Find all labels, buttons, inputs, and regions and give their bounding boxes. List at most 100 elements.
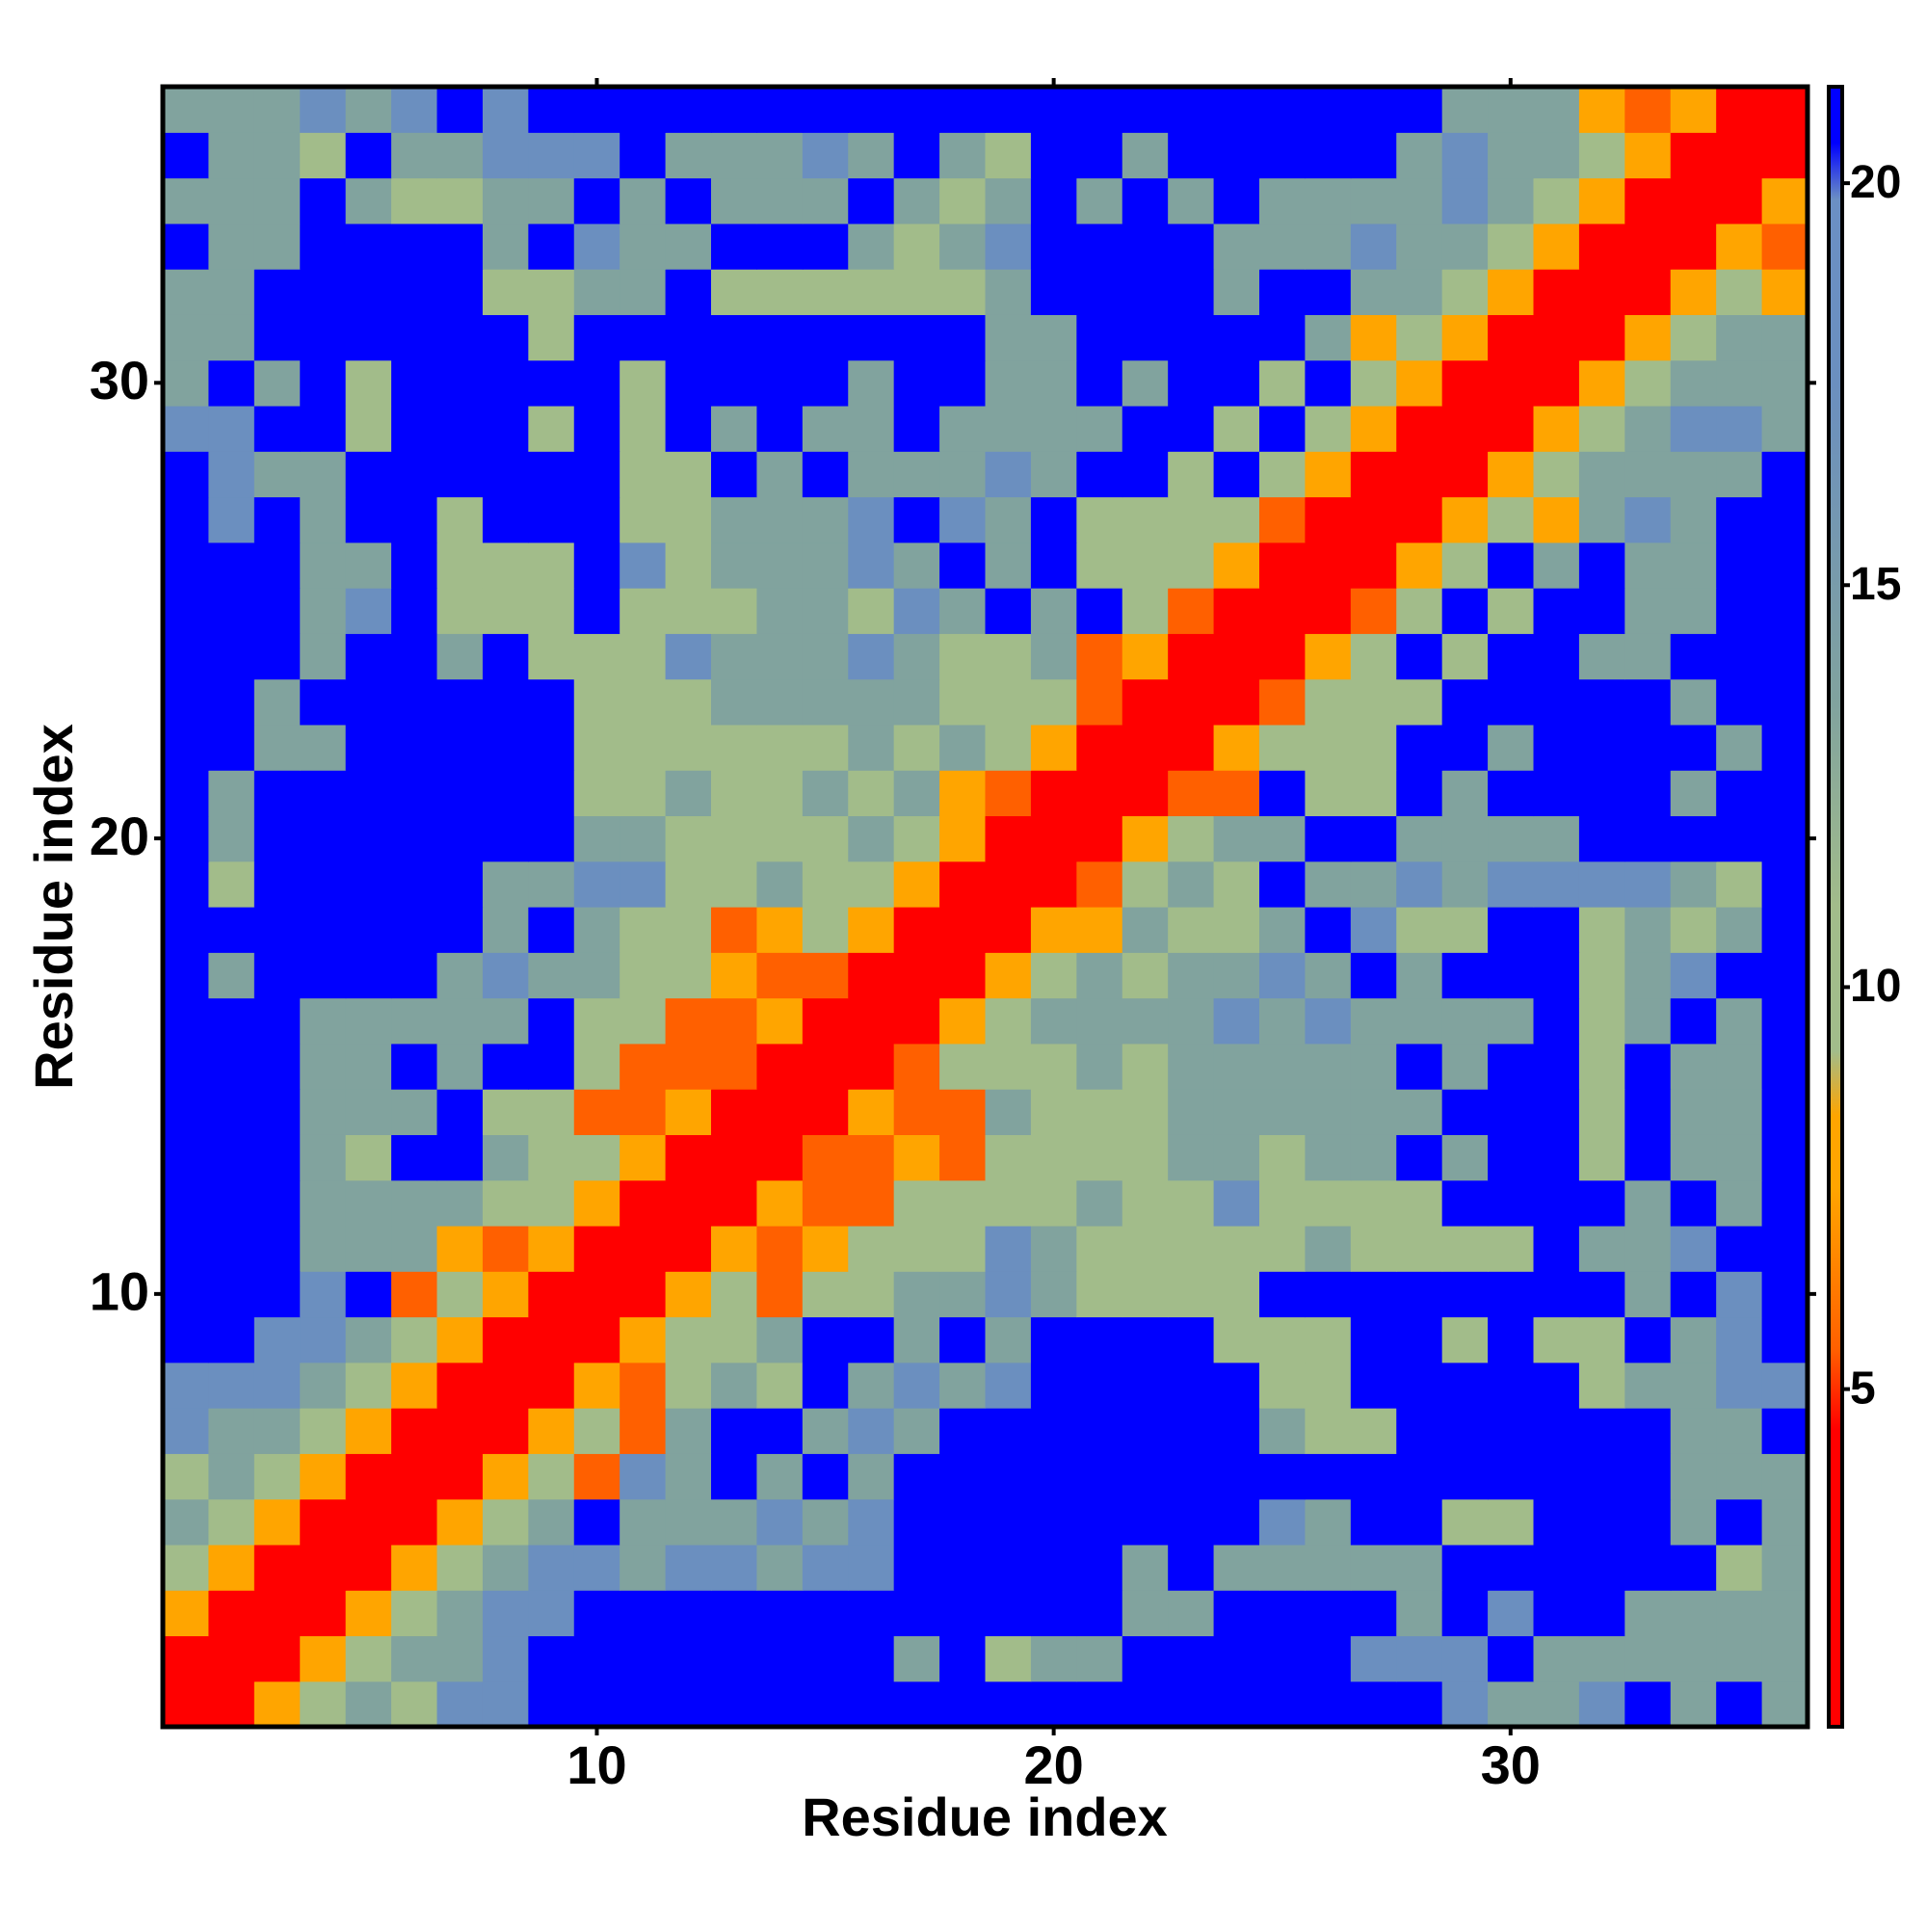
heatmap-cell [1030, 1590, 1077, 1637]
heatmap-cell [1624, 724, 1672, 771]
heatmap-cell [1624, 678, 1672, 726]
heatmap-cell [1716, 1225, 1763, 1272]
heatmap-cell [1305, 1179, 1352, 1227]
heatmap-cell [802, 815, 849, 862]
heatmap-cell [391, 860, 438, 908]
heatmap-cell [345, 1453, 392, 1500]
heatmap-cell [1396, 177, 1443, 225]
heatmap-cell [665, 314, 712, 361]
heatmap-cell [253, 815, 301, 862]
heatmap-cell [528, 1681, 575, 1728]
heatmap-cell [1761, 1635, 1808, 1682]
heatmap-cell [1213, 815, 1260, 862]
heatmap-cell [802, 633, 849, 680]
heatmap-cell [1578, 1453, 1625, 1500]
heatmap-cell [1213, 1498, 1260, 1546]
heatmap-cell [1716, 1089, 1763, 1135]
heatmap-cell [985, 1089, 1032, 1135]
heatmap-cell [1624, 1316, 1672, 1363]
heatmap-cell [848, 1089, 895, 1135]
heatmap-cell [756, 1134, 804, 1181]
heatmap-cell [1350, 1681, 1397, 1728]
heatmap-cell [573, 678, 620, 726]
heatmap-cell [848, 678, 895, 726]
heatmap-cell [848, 1043, 895, 1090]
heatmap-cell [573, 952, 620, 999]
heatmap-cell [939, 87, 987, 133]
heatmap-cell [848, 405, 895, 452]
heatmap-cell [1670, 770, 1717, 817]
heatmap-cell [1168, 542, 1215, 589]
heatmap-cell [1396, 1681, 1443, 1728]
heatmap-cell [1259, 1635, 1307, 1682]
heatmap-cell [1396, 633, 1443, 680]
heatmap-cell [1168, 1134, 1215, 1181]
heatmap-cell [163, 1089, 210, 1135]
heatmap-cell [1305, 724, 1352, 771]
heatmap-cell [436, 314, 484, 361]
heatmap-cell [848, 907, 895, 953]
heatmap-cell [1168, 1681, 1215, 1728]
heatmap-cell [756, 314, 804, 361]
heatmap-cell [300, 588, 347, 634]
heatmap-cell [1624, 1134, 1672, 1181]
heatmap-cell [528, 1316, 575, 1363]
heatmap-cell [528, 1453, 575, 1500]
heatmap-cell [802, 907, 849, 953]
heatmap-cell [1259, 1498, 1307, 1546]
heatmap-cell [1350, 815, 1397, 862]
heatmap-cell [1624, 223, 1672, 270]
heatmap-cell [985, 997, 1032, 1045]
heatmap-cell [848, 633, 895, 680]
heatmap-cell [939, 177, 987, 225]
heatmap-cell [1076, 1362, 1123, 1409]
heatmap-cell [1213, 1635, 1260, 1682]
heatmap-cell [528, 1225, 575, 1272]
heatmap-cell [253, 451, 301, 498]
heatmap-cell [802, 177, 849, 225]
heatmap-cell [253, 1590, 301, 1637]
heatmap-cell [482, 496, 529, 543]
heatmap-cell [1213, 1271, 1260, 1318]
heatmap-cell [253, 269, 301, 315]
heatmap-cell [1578, 815, 1625, 862]
heatmap-cell [1761, 1134, 1808, 1181]
heatmap-cell [1533, 907, 1580, 953]
heatmap-cell [893, 1043, 940, 1090]
heatmap-cell [391, 997, 438, 1045]
heatmap-cell [802, 496, 849, 543]
heatmap-cell [436, 405, 484, 452]
heatmap-cell [1533, 952, 1580, 999]
heatmap-cell [1441, 1134, 1489, 1181]
heatmap-cell [665, 1271, 712, 1318]
heatmap-cell [1305, 1225, 1352, 1272]
heatmap-cell [253, 1453, 301, 1500]
heatmap-cell [848, 1179, 895, 1227]
heatmap-cell [300, 860, 347, 908]
heatmap-cell [1122, 1590, 1169, 1637]
heatmap-cell [620, 1362, 667, 1409]
heatmap-cell [1578, 1498, 1625, 1546]
heatmap-cell [1441, 1453, 1489, 1500]
heatmap-cell [802, 132, 849, 179]
heatmap-cell [1488, 1408, 1535, 1454]
heatmap-cell [1716, 633, 1763, 680]
heatmap-cell [391, 223, 438, 270]
heatmap-cell [1441, 1089, 1489, 1135]
heatmap-cell [665, 724, 712, 771]
heatmap-cell [711, 1681, 758, 1728]
heatmap-cell [1624, 1089, 1672, 1135]
heatmap-cell [208, 132, 255, 179]
heatmap-cell [1122, 451, 1169, 498]
heatmap-cell [1716, 1316, 1763, 1363]
heatmap-cell [1259, 1408, 1307, 1454]
heatmap-cell [939, 1225, 987, 1272]
heatmap-cell [665, 1681, 712, 1728]
heatmap-cell [711, 496, 758, 543]
heatmap-cell [1716, 1408, 1763, 1454]
heatmap-cell [848, 1408, 895, 1454]
heatmap-cell [253, 860, 301, 908]
heatmap-cell [1533, 678, 1580, 726]
heatmap-cell [300, 1635, 347, 1682]
heatmap-cell [756, 451, 804, 498]
